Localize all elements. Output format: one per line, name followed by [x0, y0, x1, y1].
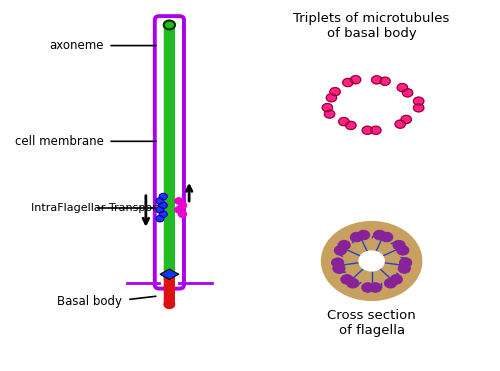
- Circle shape: [156, 216, 164, 222]
- Circle shape: [362, 258, 371, 264]
- Polygon shape: [160, 269, 179, 279]
- Circle shape: [395, 120, 406, 128]
- Circle shape: [333, 264, 345, 273]
- Circle shape: [384, 278, 396, 288]
- Circle shape: [346, 278, 359, 288]
- FancyBboxPatch shape: [164, 26, 175, 280]
- Circle shape: [160, 193, 168, 200]
- Circle shape: [164, 20, 175, 29]
- Circle shape: [342, 79, 353, 86]
- Circle shape: [360, 252, 384, 270]
- Circle shape: [350, 76, 360, 84]
- Circle shape: [326, 93, 336, 102]
- Circle shape: [341, 275, 353, 284]
- Circle shape: [397, 83, 407, 92]
- Circle shape: [374, 230, 386, 240]
- FancyBboxPatch shape: [164, 276, 175, 306]
- Text: Triplets of microtubules
of basal body: Triplets of microtubules of basal body: [294, 13, 450, 40]
- Circle shape: [156, 207, 164, 213]
- Circle shape: [362, 283, 374, 292]
- Circle shape: [380, 77, 390, 85]
- Circle shape: [362, 126, 372, 134]
- Circle shape: [160, 211, 168, 217]
- Circle shape: [372, 76, 382, 84]
- Circle shape: [175, 198, 183, 204]
- Text: Basal body: Basal body: [58, 295, 122, 308]
- Circle shape: [332, 258, 344, 267]
- Circle shape: [164, 301, 174, 308]
- Circle shape: [370, 283, 382, 292]
- Circle shape: [358, 230, 370, 240]
- Circle shape: [414, 97, 424, 105]
- Circle shape: [178, 211, 186, 217]
- FancyBboxPatch shape: [155, 16, 184, 289]
- Circle shape: [334, 246, 346, 255]
- Circle shape: [414, 104, 424, 112]
- Circle shape: [372, 258, 380, 264]
- Circle shape: [390, 275, 402, 284]
- Circle shape: [398, 264, 410, 273]
- Circle shape: [346, 121, 356, 129]
- Circle shape: [380, 232, 393, 242]
- Circle shape: [338, 118, 349, 126]
- Circle shape: [322, 104, 332, 112]
- Text: axoneme: axoneme: [49, 39, 104, 52]
- Circle shape: [401, 115, 411, 124]
- Circle shape: [322, 222, 421, 300]
- Circle shape: [324, 110, 334, 118]
- Text: Cross section
of flagella: Cross section of flagella: [327, 309, 416, 337]
- Circle shape: [402, 89, 413, 97]
- Text: cell membrane: cell membrane: [14, 135, 104, 148]
- Circle shape: [338, 240, 350, 250]
- Circle shape: [160, 202, 168, 209]
- Circle shape: [396, 246, 409, 255]
- Circle shape: [175, 207, 183, 213]
- Circle shape: [330, 88, 340, 96]
- Circle shape: [350, 232, 362, 242]
- Circle shape: [156, 198, 164, 204]
- Circle shape: [178, 202, 186, 209]
- Circle shape: [393, 240, 405, 250]
- Circle shape: [370, 126, 381, 134]
- Circle shape: [400, 258, 411, 267]
- Text: IntraFlagellar Transport: IntraFlagellar Transport: [30, 203, 160, 213]
